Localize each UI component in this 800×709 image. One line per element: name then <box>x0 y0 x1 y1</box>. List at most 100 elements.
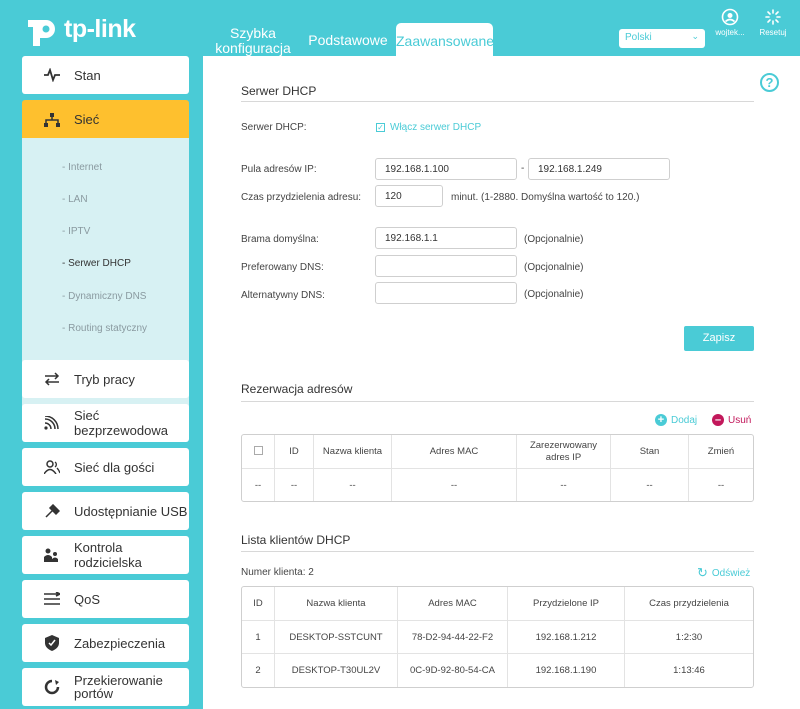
sidebar-item-wireless[interactable]: Sieć bezprzewodowa <box>22 404 189 442</box>
table-cell: -- <box>242 469 275 501</box>
table-cell: 1:2:30 <box>625 621 753 654</box>
client-count: Numer klienta: 2 <box>241 567 314 578</box>
sidebar-item-status[interactable]: Stan <box>22 56 189 94</box>
sidebar-item-label: Stan <box>74 67 101 83</box>
sidebar: Stan Sieć - Internet - LAN - IPTV - Serw… <box>0 56 203 709</box>
ip-pool-end-input[interactable]: 192.168.1.249 <box>528 158 670 180</box>
refresh-icon: ↻ <box>697 565 708 580</box>
sidebar-item-port-forwarding[interactable]: Przekierowanie portów <box>22 668 189 706</box>
select-all-checkbox[interactable] <box>253 445 263 455</box>
tp-link-logo-icon <box>22 10 60 48</box>
column-header: ID <box>242 587 275 621</box>
table-cell: 192.168.1.212 <box>508 621 625 654</box>
network-icon <box>44 112 60 128</box>
preferred-dns-input[interactable] <box>375 255 517 277</box>
chevron-down-icon: ⌄ <box>691 31 699 41</box>
sidebar-item-usb-sharing[interactable]: Udostępnianie USB <box>22 492 189 530</box>
sidebar-item-label: Sieć bezprzewodowa <box>74 408 168 438</box>
sidebar-item-guest-network[interactable]: Sieć dla gości <box>22 448 189 486</box>
divider <box>241 101 754 102</box>
minus-icon: – <box>712 414 724 426</box>
table-row: 1 DESKTOP-SSTCUNT 78-D2-94-44-22-F2 192.… <box>242 621 753 654</box>
submenu-dhcp-server[interactable]: - Serwer DHCP <box>62 258 131 269</box>
reset-label: Resetuj <box>759 28 787 37</box>
column-header: Stan <box>611 435 689 469</box>
sidebar-item-label: Sieć dla gości <box>74 459 155 475</box>
sidebar-item-label: Sieć <box>74 112 100 127</box>
reset-icon <box>765 9 781 25</box>
submenu-internet[interactable]: - Internet <box>62 162 103 173</box>
ip-pool-start-input[interactable]: 192.168.1.100 <box>375 158 517 180</box>
gateway-label: Brama domyślna: <box>241 234 319 245</box>
save-button[interactable]: Zapisz <box>684 326 754 351</box>
forward-icon <box>44 679 60 695</box>
preferred-dns-label: Preferowany DNS: <box>241 262 324 273</box>
gateway-optional-note: (Opcjonalnie) <box>524 234 584 245</box>
table-cell: -- <box>392 469 517 501</box>
table-cell: -- <box>611 469 689 501</box>
reset-button[interactable]: Resetuj <box>756 8 790 37</box>
enable-dhcp-label: Włącz serwer DHCP <box>390 122 482 133</box>
help-icon[interactable]: ? <box>760 73 779 92</box>
table-cell: 2 <box>242 654 275 687</box>
column-header: Czas przydzielenia <box>625 587 753 621</box>
column-header: Zarezerwowany adres IP <box>517 435 611 469</box>
sidebar-item-operation-mode[interactable]: Tryb pracy <box>22 360 189 398</box>
sidebar-item-label: Zabezpieczenia <box>74 635 166 651</box>
submenu-static-routing[interactable]: - Routing statyczny <box>62 323 148 334</box>
clients-table: ID Nazwa klienta Adres MAC Przydzielone … <box>241 586 754 688</box>
lease-time-input[interactable]: 120 <box>375 185 443 207</box>
preferred-dns-optional-note: (Opcjonalnie) <box>524 262 584 273</box>
refresh-button[interactable]: ↻ Odśwież <box>697 565 750 581</box>
pulse-icon <box>44 67 60 83</box>
refresh-label: Odśwież <box>711 567 751 579</box>
logo: tp-link <box>22 10 136 48</box>
tab-advanced[interactable]: Zaawansowane <box>396 23 494 56</box>
submenu-ddns[interactable]: - Dynamiczny DNS <box>62 291 147 302</box>
lease-time-label: Czas przydzielenia adresu: <box>241 192 362 203</box>
table-cell: 192.168.1.190 <box>508 654 625 687</box>
divider <box>241 401 754 402</box>
plus-icon: + <box>655 414 667 426</box>
gateway-input[interactable]: 192.168.1.1 <box>375 227 517 249</box>
clients-section-title: Lista klientów DHCP <box>241 533 351 547</box>
sidebar-item-security[interactable]: Zabezpieczenia <box>22 624 189 662</box>
alternate-dns-label: Alternatywny DNS: <box>241 290 325 301</box>
sidebar-item-qos[interactable]: QoS <box>22 580 189 618</box>
client-count-value: 2 <box>308 567 314 578</box>
ip-pool-separator: - <box>521 163 525 174</box>
user-label: wojtek... <box>715 28 745 37</box>
delete-label: Usuń <box>728 414 752 426</box>
table-cell: -- <box>314 469 392 501</box>
guests-icon <box>44 459 60 475</box>
column-header: Przydzielone IP <box>508 587 625 621</box>
column-header: ID <box>275 435 314 469</box>
column-header: Adres MAC <box>392 435 517 469</box>
lease-time-note: minut. (1-2880. Domyślna wartość to 120.… <box>451 192 640 203</box>
add-button[interactable]: + Dodaj <box>655 414 697 426</box>
column-header: Adres MAC <box>398 587 508 621</box>
reservation-table: ID Nazwa klienta Adres MAC Zarezerwowany… <box>241 434 754 502</box>
tab-quick-setup[interactable]: Szybka konfiguracja <box>215 25 291 56</box>
user-button[interactable]: wojtek... <box>712 8 748 37</box>
alternate-dns-input[interactable] <box>375 282 517 304</box>
select-all-cell <box>242 435 275 469</box>
tab-basic[interactable]: Podstawowe <box>308 32 388 48</box>
enable-dhcp-checkbox[interactable]: ✓ Włącz serwer DHCP <box>376 122 481 133</box>
table-cell: -- <box>517 469 611 501</box>
delete-button[interactable]: – Usuń <box>712 414 751 426</box>
qos-icon <box>44 591 60 607</box>
sidebar-item-parental-control[interactable]: Kontrola rodzicielska <box>22 536 189 574</box>
table-cell: 0C-9D-92-80-54-CA <box>398 654 508 687</box>
sidebar-item-network[interactable]: Sieć <box>22 100 189 139</box>
language-select[interactable]: Polski ⌄ <box>619 29 705 48</box>
dhcp-server-label: Serwer DHCP: <box>241 122 307 133</box>
table-header-row: ID Nazwa klienta Adres MAC Zarezerwowany… <box>242 435 753 469</box>
sidebar-item-label: Tryb pracy <box>74 371 135 387</box>
wifi-icon <box>44 415 60 431</box>
sidebar-item-label: QoS <box>74 591 101 607</box>
sidebar-item-label: Kontrola rodzicielska <box>74 540 142 570</box>
submenu-iptv[interactable]: - IPTV <box>62 226 91 237</box>
table-cell: 1:13:46 <box>673 665 705 676</box>
submenu-lan[interactable]: - LAN <box>62 194 88 205</box>
